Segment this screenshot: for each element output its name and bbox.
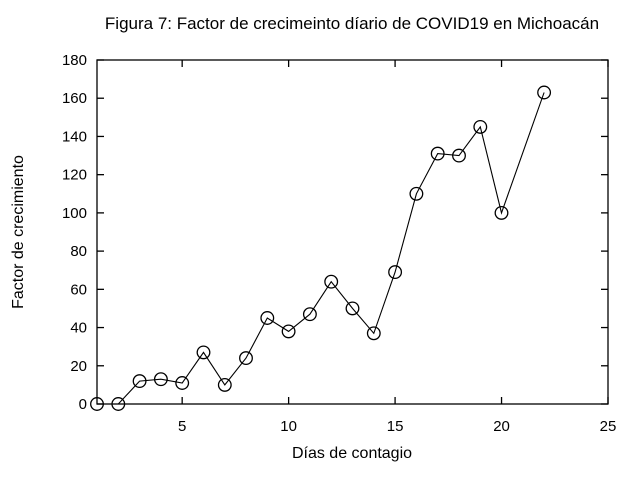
data-point — [409, 186, 424, 201]
data-point — [324, 274, 339, 289]
data-point — [345, 301, 360, 316]
y-tick-label: 180 — [62, 52, 87, 69]
axis-ticks: 0 20 40 60 80 100 120 140 160 180 5 10 15 20 25 — [62, 52, 616, 435]
data-point — [473, 119, 488, 134]
x-tick-label: 5 — [178, 418, 186, 435]
y-tick-label: 80 — [70, 243, 87, 260]
x-axis-label: Días de contagio — [292, 445, 412, 462]
y-tick-label: 60 — [70, 281, 87, 298]
data-point — [388, 265, 403, 280]
data-point — [111, 397, 126, 411]
x-tick-label: 25 — [600, 418, 617, 435]
data-series — [90, 85, 552, 411]
y-tick-label: 100 — [62, 205, 87, 222]
y-tick-label: 120 — [62, 167, 87, 184]
data-point — [90, 397, 104, 411]
data-point — [537, 85, 552, 100]
data-point — [281, 324, 296, 339]
data-point — [430, 146, 445, 161]
data-point — [217, 377, 232, 392]
plot-border — [96, 59, 609, 405]
x-tick-label: 10 — [280, 418, 297, 435]
data-point — [494, 205, 509, 220]
x-tick-label: 20 — [493, 418, 510, 435]
y-tick-label: 160 — [62, 90, 87, 107]
y-tick-label: 0 — [79, 396, 87, 413]
chart-title: Figura 7: Factor de crecimeinto díario d… — [105, 14, 599, 33]
x-tick-label: 15 — [387, 418, 404, 435]
y-tick-label: 40 — [70, 320, 87, 337]
y-axis-label: Factor de crecimiento — [10, 155, 27, 309]
data-point — [196, 345, 211, 360]
data-point — [239, 351, 253, 366]
data-line — [97, 92, 545, 405]
data-point — [153, 372, 168, 387]
data-point — [366, 326, 381, 341]
data-point — [132, 374, 147, 389]
data-point — [175, 376, 190, 390]
data-point — [452, 148, 466, 163]
y-tick-label: 140 — [62, 128, 87, 145]
y-tick-label: 20 — [70, 358, 87, 375]
data-point — [302, 307, 317, 322]
data-point — [260, 311, 275, 325]
